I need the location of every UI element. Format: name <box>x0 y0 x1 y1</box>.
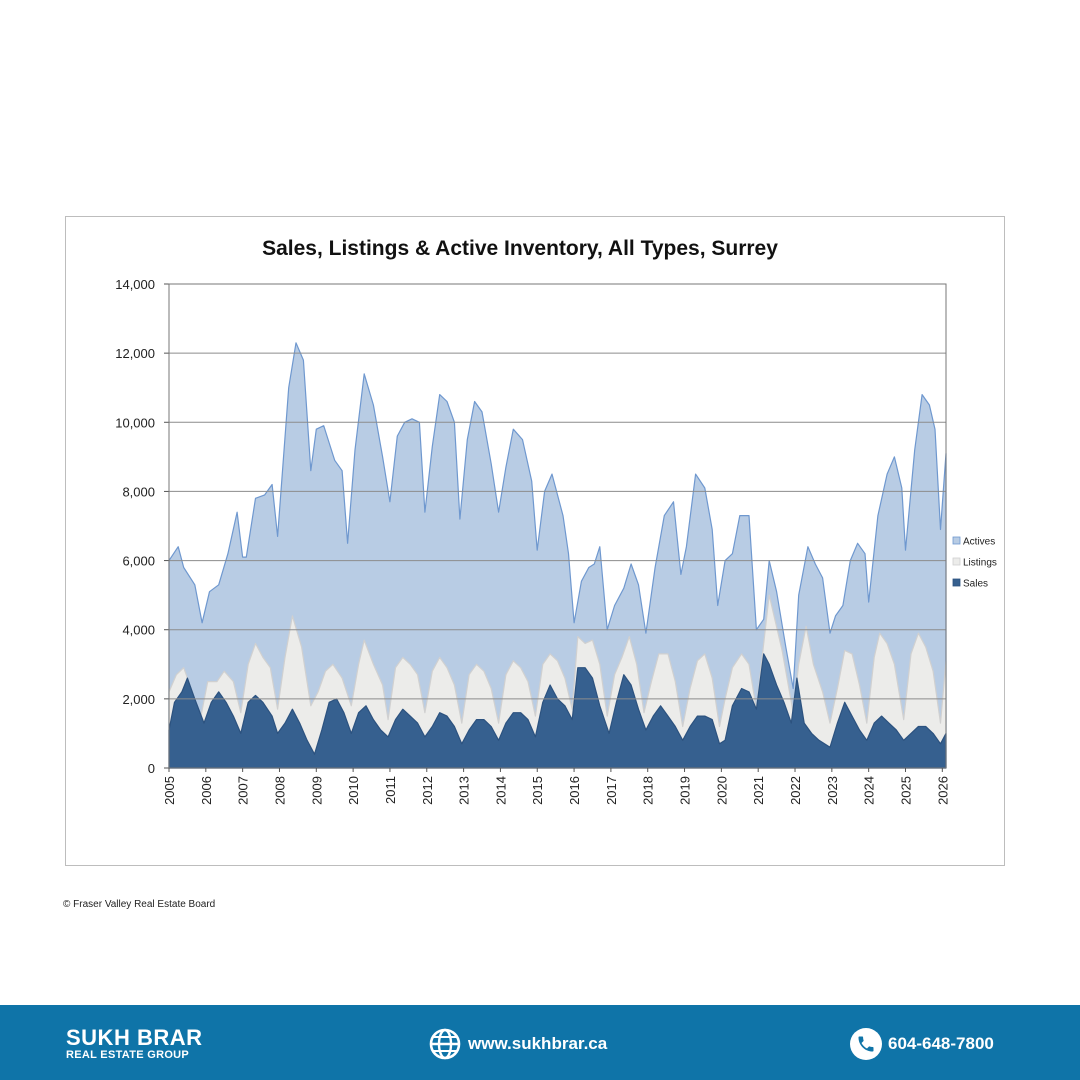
source-note: © Fraser Valley Real Estate Board <box>63 899 216 910</box>
x-tick-label: 2006 <box>199 776 214 805</box>
x-tick-label: 2021 <box>751 776 766 805</box>
plot-border <box>168 283 947 769</box>
phone-link[interactable]: 604-648-7800 <box>850 1027 994 1061</box>
x-tick-label: 2016 <box>567 776 582 805</box>
legend-swatch-actives <box>952 536 961 545</box>
y-tick-label: 6,000 <box>122 554 155 569</box>
x-tick-label: 2019 <box>678 776 693 805</box>
axes: 0 2,000 4,000 6,000 8,000 10,000 12,000 14,000 2… <box>115 277 950 805</box>
x-tick-label: 2025 <box>898 776 913 805</box>
x-tick-label: 2026 <box>935 776 950 805</box>
globe-icon <box>428 1027 462 1061</box>
y-tick-label: 2,000 <box>122 692 155 707</box>
x-tick-label: 2023 <box>825 776 840 805</box>
legend: Actives Listings Sales <box>952 536 997 590</box>
y-tick-label: 10,000 <box>115 415 155 430</box>
phone-icon <box>850 1028 882 1060</box>
chart: Sales, Listings & Active Inventory, All … <box>115 237 997 805</box>
legend-label-actives: Actives <box>963 537 995 548</box>
x-tick-label: 2017 <box>604 776 619 805</box>
y-tick-label: 8,000 <box>122 484 155 499</box>
legend-label-listings: Listings <box>963 558 997 569</box>
x-tick-label: 2018 <box>641 776 656 805</box>
x-tick-label: 2011 <box>383 776 398 804</box>
brand-tagline: REAL ESTATE GROUP <box>66 1049 190 1061</box>
legend-swatch-sales <box>952 578 961 587</box>
legend-label-sales: Sales <box>963 579 988 590</box>
brand-name: SUKH BRAR <box>66 1025 203 1050</box>
x-tick-label: 2020 <box>714 776 729 805</box>
x-tick-label: 2008 <box>272 776 287 805</box>
x-tick-label: 2005 <box>162 776 177 805</box>
plot-area <box>168 284 947 769</box>
x-tick-label: 2014 <box>493 776 508 805</box>
website-link[interactable]: www.sukhbrar.ca <box>428 1027 607 1061</box>
y-tick-label: 14,000 <box>115 277 155 292</box>
x-tick-label: 2022 <box>788 776 803 805</box>
footer-bar: SUKH BRAR REAL ESTATE GROUP www.sukhbrar… <box>0 1005 1080 1080</box>
x-tick-label: 2015 <box>530 776 545 805</box>
y-tick-label: 12,000 <box>115 346 155 361</box>
legend-swatch-listings <box>952 557 961 566</box>
chart-title: Sales, Listings & Active Inventory, All … <box>262 237 778 260</box>
phone-text: 604-648-7800 <box>888 1034 994 1053</box>
x-tick-label: 2013 <box>457 776 472 805</box>
chart-frame: Sales, Listings & Active Inventory, All … <box>65 216 1005 866</box>
x-tick-label: 2007 <box>236 776 251 805</box>
y-tick-label: 0 <box>148 761 155 776</box>
x-tick-label: 2010 <box>346 776 361 805</box>
series-area-sales <box>168 653 947 769</box>
website-text: www.sukhbrar.ca <box>468 1034 608 1053</box>
y-tick-label: 4,000 <box>122 623 155 638</box>
x-tick-label: 2012 <box>420 776 435 805</box>
x-tick-label: 2024 <box>862 776 877 805</box>
x-tick-label: 2009 <box>309 776 324 805</box>
